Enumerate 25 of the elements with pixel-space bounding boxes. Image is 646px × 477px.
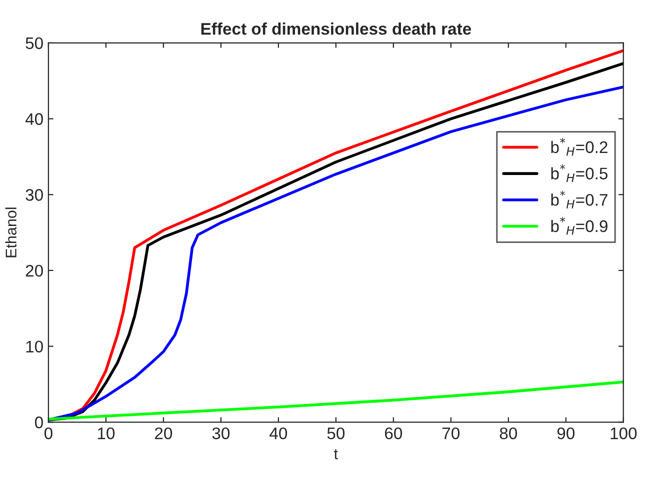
legend-label: b$^{*}$$_{H}$=0.7 <box>551 190 608 208</box>
x-tick-label: 60 <box>384 427 402 440</box>
legend-label: b$^{*}$$_{H}$=0.9 <box>551 216 608 235</box>
x-tick-label: 30 <box>212 427 230 440</box>
x-tick-label: 0 <box>44 427 52 440</box>
y-tick-label: 0 <box>34 416 43 428</box>
x-tick-label: 10 <box>98 427 115 440</box>
x-tick-label: 80 <box>500 427 518 440</box>
legend-label: b$^{*}$$_{H}$=0.2 <box>551 138 608 156</box>
y-tick-label: 20 <box>26 264 43 277</box>
x-tick-label: 40 <box>270 427 288 440</box>
legend-label: b$^{*}$$_{H}$=0.5 <box>551 164 608 182</box>
x-tick-label: 100 <box>610 427 637 440</box>
line-series <box>48 380 624 420</box>
chart-title: Effect of dimensionless death rate <box>201 22 472 35</box>
y-tick-label: 30 <box>26 189 43 201</box>
x-tick-label: 70 <box>442 427 460 440</box>
y-axis-title: Ethanol <box>5 208 16 258</box>
x-tick-label: 20 <box>155 427 172 440</box>
y-tick-label: 50 <box>26 37 43 50</box>
y-tick-label: 40 <box>25 113 43 125</box>
y-tick-label: 10 <box>26 340 43 353</box>
x-axis-title: t <box>334 449 338 460</box>
x-tick-label: 50 <box>327 427 345 440</box>
x-tick-label: 90 <box>557 427 575 440</box>
